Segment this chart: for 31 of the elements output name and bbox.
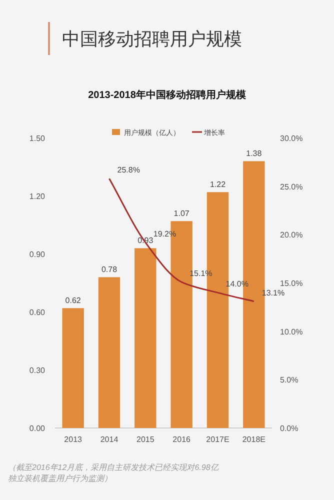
y-tick-label: 0.30	[29, 366, 46, 375]
y2-tick-label: 15.0%	[280, 279, 303, 288]
x-tick-label: 2018E	[242, 435, 266, 444]
y-tick-label: 1.50	[29, 134, 46, 143]
data-label: 0.62	[65, 296, 82, 306]
y2-tick-label: 20.0%	[280, 230, 303, 240]
x-tick-label: 2015	[136, 435, 155, 444]
x-tick-label: 2014	[100, 435, 119, 444]
x-tick-label: 2016	[172, 435, 192, 444]
x-tick-label: 2013	[64, 435, 83, 444]
chart-subtitle: 2013-2018年中国移动招聘用户规模	[88, 89, 247, 101]
y-tick-label: 0.90	[29, 250, 46, 259]
data-label: 1.38	[246, 149, 262, 158]
y-tick-label: 0.00	[29, 424, 46, 433]
y2-tick-label: 25.0%	[280, 182, 303, 192]
text: （截至2016年12月底，采用自主研发技术已经实现对6.98亿独立装机覆盖用户行为监测）	[8, 462, 220, 484]
bar	[134, 248, 156, 428]
bar	[62, 308, 84, 428]
chart-title: 中国移动招聘用户规模	[62, 29, 242, 49]
y2-tick-label: 10.0%	[280, 327, 303, 336]
y2-tick-label: 30.0%	[280, 134, 303, 143]
data-label: 0.78	[101, 265, 118, 274]
data-label: 1.07	[174, 209, 190, 218]
y2-tick-label: 0.0%	[280, 424, 298, 433]
y-tick-label: 0.60	[29, 308, 46, 317]
bar	[98, 277, 120, 428]
data-label: 25.8%	[117, 166, 140, 175]
y-tick-label: 1.20	[29, 192, 46, 201]
data-label: 1.22	[210, 180, 226, 190]
x-tick-label: 2017E	[206, 435, 230, 444]
y2-tick-label: 5.0%	[280, 376, 298, 385]
